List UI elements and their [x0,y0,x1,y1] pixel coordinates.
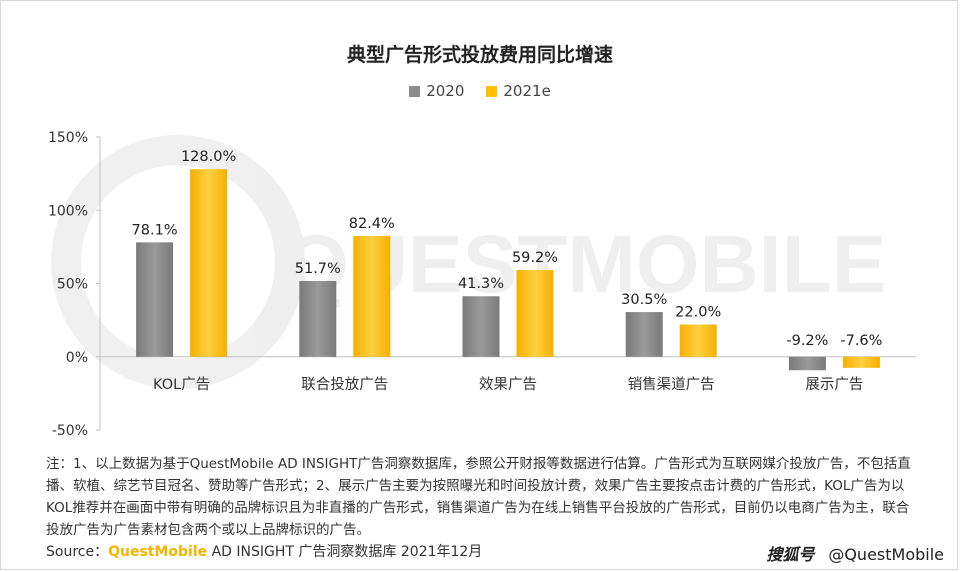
legend-swatch-2021e [486,85,498,97]
data-label-2021e: 22.0% [675,305,721,321]
bar-2021e [516,270,554,357]
data-label-2021e: -7.6% [840,333,882,349]
x-tick-label: 联合投放广告 [301,376,388,393]
chart-title: 典型广告形式投放费用同比增速 [346,44,613,66]
x-tick-label: 展示广告 [805,376,863,393]
data-label-2020: 30.5% [621,292,667,308]
source-line: Source：QuestMobile AD INSIGHT 广告洞察数据库 20… [46,541,482,561]
y-tick-label: 50% [57,277,88,293]
watermark: 搜狐号 @QuestMobile [766,541,944,565]
data-label-2021e: 82.4% [349,216,395,232]
bar-2021e [190,169,228,357]
footnote: 注：1、以上数据为基于QuestMobile AD INSIGHT广告洞察数据库… [46,456,911,538]
source-brand: QuestMobile [108,544,208,560]
data-label-2020: 51.7% [295,261,341,277]
data-label-2021e: 59.2% [512,250,558,266]
y-tick-label: -50% [52,423,88,439]
legend-swatch-2020 [409,85,421,97]
x-tick-label: KOL广告 [153,376,210,393]
watermark-handle: @QuestMobile [828,545,944,564]
y-tick-label: 0% [66,350,88,366]
bar-chart: QUESTMOBILE -50%0%50%100%150%KOL广告 联合投放广告… [48,130,916,439]
data-label-2020: 78.1% [132,222,178,238]
bar-2021e [353,236,391,357]
bar-2021e [679,324,717,357]
y-tick-label: 150% [48,130,88,146]
bar-2020 [462,296,500,357]
legend-label-2020: 2020 [426,82,465,100]
bar-2020 [788,356,826,371]
x-tick-label: 销售渠道广告 [628,376,715,393]
bar-2021e [842,356,880,368]
bar-2020 [299,281,337,357]
data-label-2020: 41.3% [458,276,504,292]
bar-2020 [625,312,663,357]
legend-label-2021e: 2021e [503,82,551,100]
data-label-2020: -9.2% [786,333,828,349]
x-tick-label: 效果广告 [479,376,537,393]
legend-item-2020: 2020 [409,82,464,100]
bar-2020 [136,242,174,357]
legend-item-2021e: 2021e [486,82,551,100]
source-prefix: Source： [46,544,109,560]
source-rest: AD INSIGHT 广告洞察数据库 2021年12月 [207,544,483,560]
data-label-2021e: 128.0% [181,149,236,165]
legend: 2020 2021e [0,82,960,100]
watermark-logo: 搜狐号 [766,545,815,564]
y-tick-label: 100% [48,203,88,219]
